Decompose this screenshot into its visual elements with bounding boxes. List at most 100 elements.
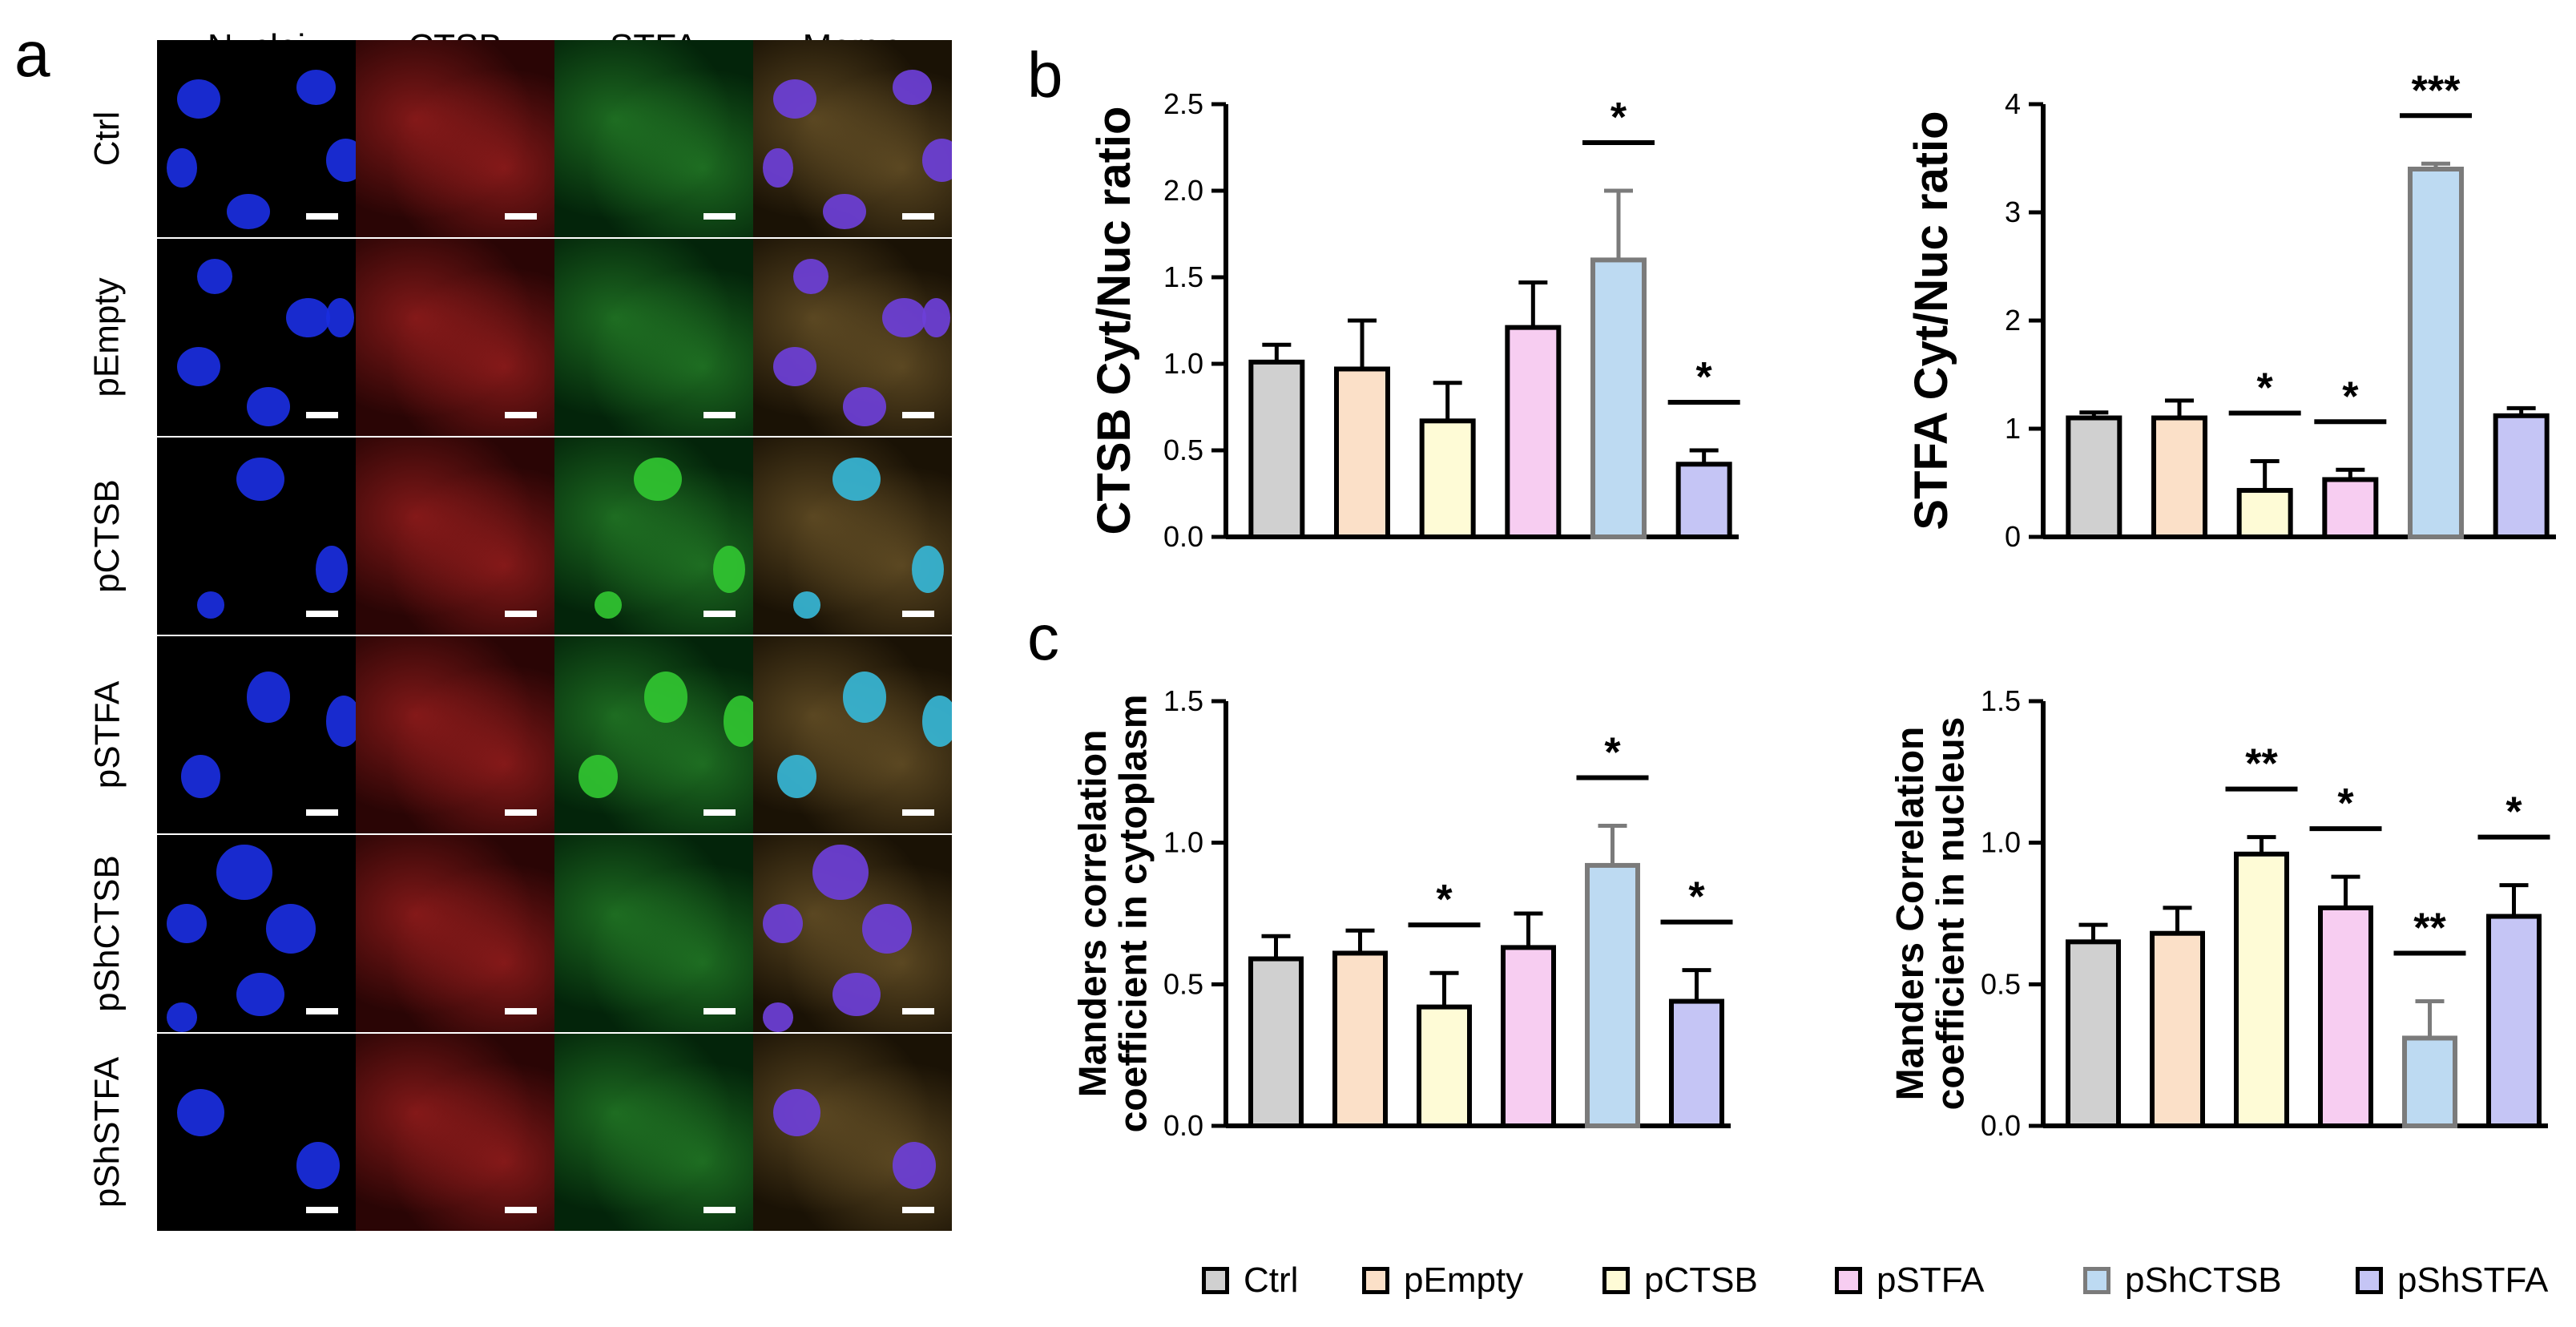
scale-bar [505, 213, 537, 220]
chart-ctsb-cyt-nuc-ratio: 0.0 0.5 1.0 1.5 2.0 2.5 CTSB Cyt/Nuc ratio * * [1074, 48, 1755, 577]
bar-pstfa [2322, 477, 2379, 540]
nucleus-blob [772, 79, 817, 119]
nucleus-blob [226, 193, 271, 230]
bar-pshstfa [1675, 462, 1732, 540]
y-axis-title-line: Manders correlation [1072, 730, 1115, 1098]
scale-bar [902, 809, 934, 816]
bar-pempty [2151, 415, 2207, 539]
y-tick-label: 1.0 [1163, 826, 1203, 859]
nucleus-blob [167, 148, 197, 188]
y-tick-label: 0.5 [1163, 434, 1203, 466]
significance-label: * [1436, 877, 1453, 923]
significance-label: * [1604, 729, 1621, 776]
nucleus-blob [882, 297, 926, 337]
nucleus-blob [325, 297, 354, 337]
scale-bar [306, 213, 338, 220]
scale-bar [703, 611, 736, 617]
micrograph-ctrl-merge [753, 40, 952, 237]
y-tick-label: 2.5 [1163, 87, 1203, 120]
legend-item-pempty: pEmpty [1362, 1252, 1523, 1309]
nucleus-blob [792, 258, 829, 294]
nucleus-blob [832, 973, 881, 1017]
y-tick-label: 1.5 [1163, 684, 1203, 717]
y-tick-label: 1 [2005, 412, 2021, 445]
nucleus-blob [296, 69, 337, 106]
bar-pshstfa [2493, 413, 2550, 539]
nucleus-blob [832, 457, 881, 501]
y-axis-title-line: coefficient in cytoplasm [1112, 695, 1155, 1133]
nucleus-blob [772, 1088, 821, 1136]
micrograph-pshctsb-ctsb [356, 835, 554, 1032]
bar-ctrl [2066, 415, 2122, 539]
nucleus-blob [842, 386, 887, 426]
significance-label: ** [2413, 906, 2446, 952]
y-axis-title-line: STFA Cyt/Nuc ratio [1905, 111, 1957, 530]
scale-bar [505, 1008, 537, 1014]
bar-pstfa [1505, 325, 1562, 539]
row-label-text: Ctrl [87, 111, 127, 167]
nucleus-blob [763, 148, 793, 188]
scale-bar [306, 1207, 338, 1213]
nucleus-blob [763, 1002, 793, 1032]
chart-manders-nucleus: 0.0 0.5 1.0 1.5 Manders Correlationcoefficie… [1859, 641, 2564, 1186]
significance-label: * [2337, 780, 2354, 827]
micrograph-pshctsb-stfa [554, 835, 753, 1032]
nucleus-blob [176, 1088, 225, 1136]
legend-swatch [2356, 1267, 2383, 1294]
bar-ctrl [2066, 939, 2121, 1129]
bar-pshctsb [1590, 257, 1647, 539]
nucleus-blob [921, 695, 952, 747]
scale-bar [902, 1207, 934, 1213]
nucleus-blob [167, 904, 207, 944]
scale-bar [902, 1008, 934, 1014]
bar-ctrl [1248, 359, 1305, 539]
bar-pempty [1332, 950, 1388, 1129]
nucleus-blob [776, 754, 817, 798]
bar-pempty [1334, 366, 1390, 540]
nucleus-blob [643, 672, 688, 724]
nucleus-blob [892, 1142, 937, 1190]
micrograph-pctsb-merge [753, 438, 952, 635]
significance-label: * [1611, 95, 1627, 141]
legend-item-ctrl: Ctrl [1202, 1252, 1298, 1309]
nucleus-blob [167, 1002, 197, 1032]
nucleus-blob [325, 695, 356, 747]
micrograph-pshstfa-nuclei [157, 1034, 356, 1231]
nucleus-blob [286, 297, 330, 337]
nucleus-blob [176, 79, 221, 119]
row-label-pempty: pEmpty [87, 239, 127, 436]
micrograph-ctrl-ctsb [356, 40, 554, 237]
significance-label: *** [2412, 67, 2461, 114]
legend-label: Ctrl [1244, 1260, 1299, 1300]
y-tick-label: 0.0 [1163, 1109, 1203, 1142]
nucleus-blob [772, 347, 817, 387]
legend-label: pEmpty [1404, 1260, 1524, 1300]
micrograph-pctsb-ctsb [356, 438, 554, 635]
y-tick-label: 2 [2005, 304, 2021, 337]
scale-bar [306, 611, 338, 617]
y-axis-title-line: coefficient in nucleus [1929, 717, 1972, 1111]
row-label-text: pShCTSB [87, 855, 127, 1012]
nucleus-blob [246, 386, 291, 426]
row-label-text: pShSTFA [87, 1056, 127, 1208]
y-tick-label: 2.0 [1163, 174, 1203, 207]
micrograph-pstfa-ctsb [356, 636, 554, 833]
bar-pctsb [2234, 851, 2289, 1128]
y-tick-label: 0.0 [1981, 1109, 2021, 1142]
scale-bar [703, 412, 736, 418]
y-tick-label: 1.0 [1981, 826, 2021, 859]
nucleus-blob [912, 546, 945, 594]
scale-bar [902, 611, 934, 617]
nucleus-blob [921, 297, 950, 337]
nucleus-blob [196, 591, 225, 619]
legend-swatch [1835, 1267, 1862, 1294]
y-tick-label: 4 [2005, 87, 2021, 120]
nucleus-blob [196, 258, 233, 294]
bar-pshctsb [1585, 862, 1640, 1128]
nucleus-blob [713, 546, 746, 594]
micrograph-pempty-merge [753, 239, 952, 436]
micrograph-pempty-ctsb [356, 239, 554, 436]
significance-label: * [2257, 365, 2274, 412]
nucleus-blob [792, 591, 821, 619]
nucleus-blob [316, 546, 349, 594]
